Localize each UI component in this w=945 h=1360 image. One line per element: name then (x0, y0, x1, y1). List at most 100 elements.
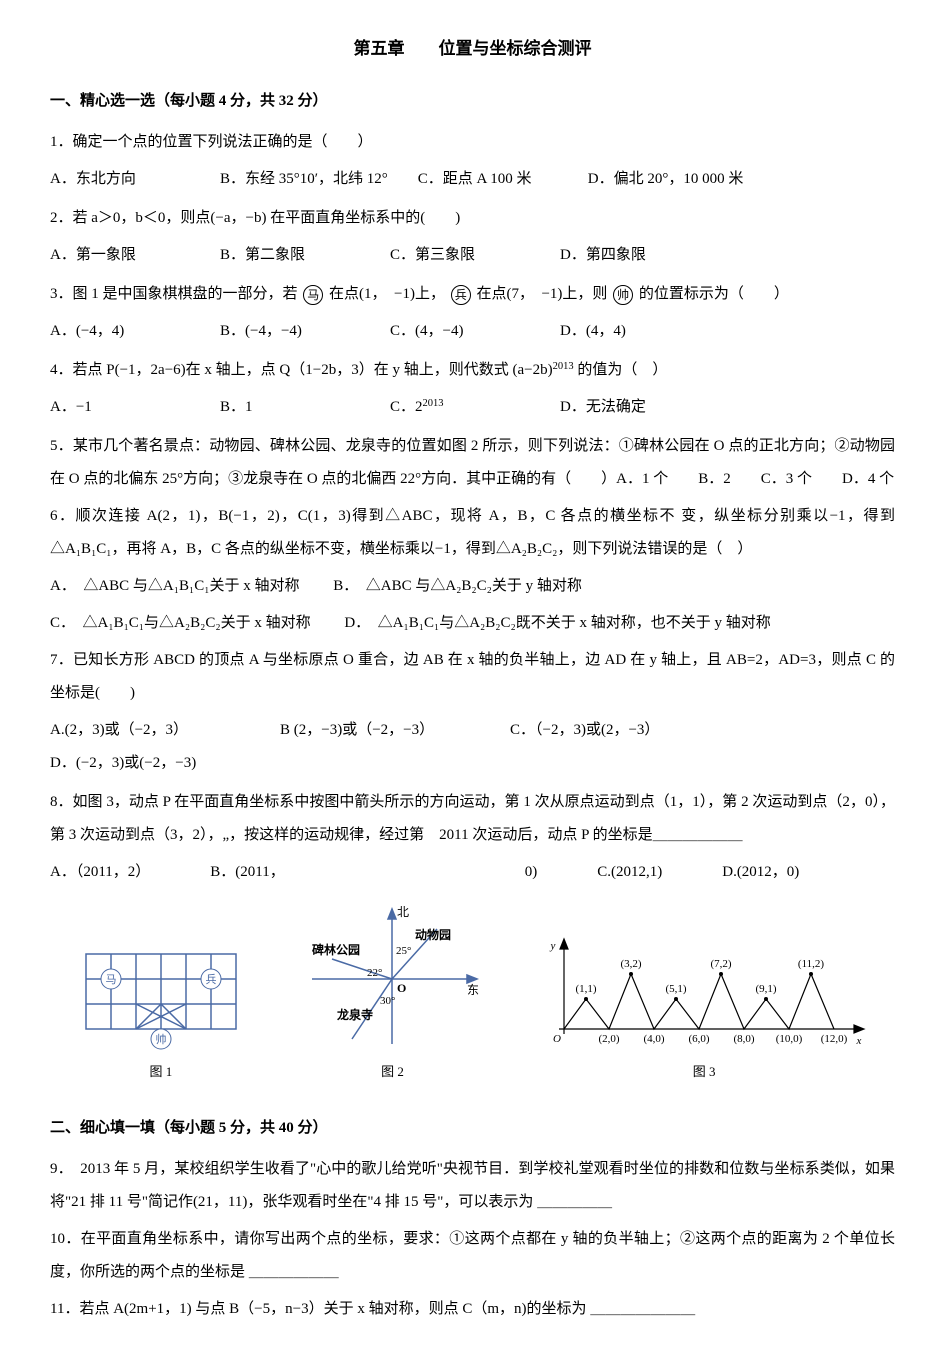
q8-c: C.(2012,1) (597, 856, 662, 889)
q2-b: B．第二象限 (220, 239, 360, 272)
fig3-p3: (7,2) (711, 958, 732, 970)
fig3-p2: (5,1) (666, 983, 687, 995)
q6-a: A． △ABC 与△A₁B₁C₁关于 x 轴对称 (50, 578, 299, 594)
q9: 9． 2013 年 5 月，某校组织学生收看了"心中的歌儿给党听"央视节目．到学… (50, 1153, 895, 1219)
fig3-o: O (553, 1033, 561, 1045)
fig2-north: 北 (397, 905, 409, 919)
q4-a: A．−1 (50, 391, 190, 424)
q7-stem: 7．已知长方形 ABCD 的顶点 A 与坐标原点 O 重合，边 AB 在 x 轴… (50, 644, 895, 710)
fig2-label: 图 2 (297, 1058, 487, 1087)
fig3-p4: (9,1) (756, 983, 777, 995)
q4-c: C．22013 (390, 391, 530, 424)
q1-a: A．东北方向 (50, 163, 190, 196)
chess-piece-bing: 兵 (451, 285, 471, 305)
figure-2: 北 东 O 动物园 碑林公园 龙泉寺 25° 22° 30° 图 2 (297, 904, 487, 1087)
fig3-ax0: (2,0) (599, 1033, 620, 1045)
q4-sup: 2013 (553, 361, 574, 372)
figures-row: 马 兵 帅 图 1 北 东 O 动物园 (50, 904, 895, 1087)
q5-stem: 5．某市几个著名景点：动物园、碑林公园、龙泉寺的位置如图 2 所示，则下列说法：… (50, 430, 895, 496)
q8-b: B．(2011， (210, 856, 284, 889)
q2-d: D．第四象限 (560, 239, 700, 272)
q7-a: A.(2，3)或（−2，3） (50, 714, 250, 747)
q4-stem: 4．若点 P(−1，2a−6)在 x 轴上，点 Q（1−2b，3）在 y 轴上，… (50, 354, 895, 387)
q4-post: 的值为（ ） (574, 362, 668, 378)
section-1-head: 一、精心选一选（每小题 4 分，共 32 分） (50, 85, 895, 118)
q7-b: B (2，−3)或（−2，−3） (280, 714, 480, 747)
q6-row2: C． △A₁B₁C₁与△A₂B₂C₂关于 x 轴对称 D． △A₁B₁C₁与△A… (50, 607, 895, 640)
q3-mid1: 在点(1， −1)上， (329, 286, 445, 302)
page-title: 第五章 位置与坐标综合测评 (50, 30, 895, 67)
fig3-ax4: (10,0) (776, 1033, 803, 1045)
q3-post: 的位置标示为（ ） (639, 286, 789, 302)
q3-mid2: 在点(7， −1)上，则 (476, 286, 607, 302)
fig3-label: 图 3 (539, 1058, 869, 1087)
fig1-shuai: 帅 (155, 1033, 166, 1046)
q10: 10．在平面直角坐标系中，请你写出两个点的坐标，要求：①这两个点都在 y 轴的负… (50, 1223, 895, 1289)
fig3-y: y (550, 940, 556, 952)
q4-b: B．1 (220, 391, 360, 424)
q7-c: C．（−2，3)或(2，−3） (510, 714, 710, 747)
q7-d: D．(−2，3)或(−2，−3) (50, 747, 250, 780)
q3-d: D．(4，4) (560, 315, 700, 348)
q3-stem: 3．图 1 是中国象棋棋盘的一部分，若 马 在点(1， −1)上， 兵 在点(7… (50, 278, 895, 311)
fig2-a30: 30° (380, 995, 395, 1007)
q6-d: D． △A₁B₁C₁与△A₂B₂C₂既不关于 x 轴对称，也不关于 y 轴对称 (344, 615, 770, 631)
q3-c: C．(4，−4) (390, 315, 530, 348)
q3-options: A．(−4，4) B．(−4，−4) C．(4，−4) D．(4，4) (50, 315, 895, 348)
q2-a: A．第一象限 (50, 239, 190, 272)
section-2-head: 二、细心填一填（每小题 5 分，共 40 分） (50, 1112, 895, 1145)
fig3-ax5: (12,0) (821, 1033, 848, 1045)
q8-d: D.(2012，0) (722, 856, 799, 889)
fig1-label: 图 1 (76, 1058, 246, 1087)
q8-b-pre: B．(2011， (210, 864, 284, 880)
fig3-x: x (856, 1035, 862, 1047)
q8-a: A．（2011，2） (50, 856, 150, 889)
q4-options: A．−1 B．1 C．22013 D．无法确定 (50, 391, 895, 424)
q8-b-post: 0) (525, 856, 538, 889)
q2-options: A．第一象限 B．第二象限 C．第三象限 D．第四象限 (50, 239, 895, 272)
q6-row1: A． △ABC 与△A₁B₁C₁关于 x 轴对称 B． △ABC 与△A₂B₂C… (50, 570, 895, 603)
q1-options: A．东北方向 B．东经 35°10′，北纬 12° C．距点 A 100 米 D… (50, 163, 895, 196)
fig1-ma: 马 (105, 973, 116, 986)
fig3-ax2: (6,0) (689, 1033, 710, 1045)
fig2-svg: 北 东 O 动物园 碑林公园 龙泉寺 25° 22° 30° (297, 904, 487, 1054)
q1-b: B．东经 35°10′，北纬 12° (220, 163, 388, 196)
q8-stem: 8．如图 3，动点 P 在平面直角坐标系中按图中箭头所示的方向运动，第 1 次从… (50, 786, 895, 852)
fig2-east: 东 (467, 983, 479, 997)
fig1-bing: 兵 (205, 973, 216, 986)
fig3-p1: (3,2) (621, 958, 642, 970)
q4-pre: 4．若点 P(−1，2a−6)在 x 轴上，点 Q（1−2b，3）在 y 轴上，… (50, 362, 553, 378)
figure-1: 马 兵 帅 图 1 (76, 944, 246, 1087)
q3-a: A．(−4，4) (50, 315, 190, 348)
fig2-o: O (397, 981, 406, 995)
q1-d: D．偏北 20°，10 000 米 (588, 163, 744, 196)
q8-options: A．（2011，2） B．(2011， 0) C.(2012,1) D.(201… (50, 856, 895, 889)
q2-stem: 2．若 a＞0，b＜0，则点(−a，−b) 在平面直角坐标系中的( ) (50, 202, 895, 235)
fig3-p5: (11,2) (798, 958, 825, 970)
fig2-temple: 龙泉寺 (337, 1007, 373, 1022)
q1-stem: 1．确定一个点的位置下列说法正确的是（ ） (50, 126, 895, 159)
q6-c: C． △A₁B₁C₁与△A₂B₂C₂关于 x 轴对称 (50, 615, 311, 631)
fig1-svg: 马 兵 帅 (76, 944, 246, 1054)
fig3-ax1: (4,0) (644, 1033, 665, 1045)
q6-b: B． △ABC 与△A₂B₂C₂关于 y 轴对称 (333, 578, 582, 594)
q6-stem: 6．顺次连接 A(2，1)，B(−1，2)，C(1，3)得到△ABC，现将 A，… (50, 500, 895, 566)
chess-piece-shuai: 帅 (613, 285, 633, 305)
fig2-a25: 25° (396, 945, 411, 957)
fig3-p0: (1,1) (576, 983, 597, 995)
chess-piece-ma: 马 (303, 285, 323, 305)
fig3-svg: y x O (1,1) (3,2) (5,1) (7,2) (9,1) (11,… (539, 934, 869, 1054)
q4-c-pre: C．2 (390, 399, 423, 415)
fig3-ax3: (8,0) (734, 1033, 755, 1045)
fig2-a22: 22° (367, 967, 382, 979)
q1-c: C．距点 A 100 米 (418, 163, 558, 196)
q3-pre: 3．图 1 是中国象棋棋盘的一部分，若 (50, 286, 298, 302)
fig2-zoo: 动物园 (415, 927, 451, 942)
figure-3: y x O (1,1) (3,2) (5,1) (7,2) (9,1) (11,… (539, 934, 869, 1087)
q11: 11．若点 A(2m+1，1) 与点 B（−5，n−3）关于 x 轴对称，则点 … (50, 1293, 895, 1326)
q2-c: C．第三象限 (390, 239, 530, 272)
q7-options: A.(2，3)或（−2，3） B (2，−3)或（−2，−3） C．（−2，3)… (50, 714, 895, 780)
q4-c-sup: 2013 (423, 398, 444, 409)
q3-b: B．(−4，−4) (220, 315, 360, 348)
fig2-park: 碑林公园 (312, 942, 360, 957)
